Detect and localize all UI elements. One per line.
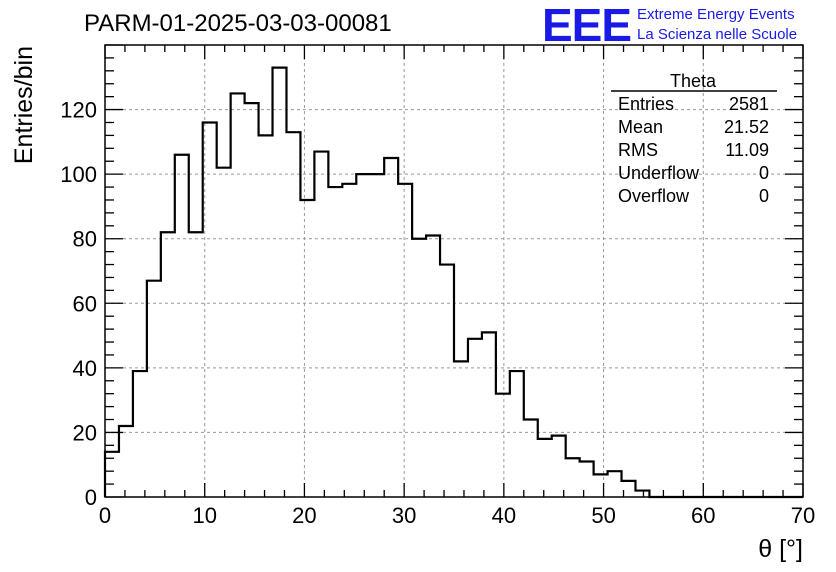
stats-label: Mean: [618, 117, 663, 137]
stats-rows: Entries 2581 Mean 21.52 RMS 11.09 Underflow 0 Ov…: [618, 94, 769, 206]
y-tick-label: 0: [85, 485, 97, 510]
histogram-series: [103, 66, 803, 499]
x-tick-label: 50: [591, 503, 615, 528]
grid-lines: [105, 45, 803, 497]
stats-value: 2581: [729, 94, 769, 114]
stats-value: 11.09: [725, 140, 769, 160]
stats-label: RMS: [618, 140, 658, 160]
x-tick-label: 30: [392, 503, 416, 528]
stats-label: Entries: [618, 94, 674, 114]
x-axis-label: θ [°]: [758, 535, 803, 563]
x-tick-label: 60: [691, 503, 715, 528]
stats-label: Underflow: [618, 163, 700, 183]
logo-line-1: Extreme Energy Events: [637, 6, 795, 23]
y-tick-label: 40: [73, 356, 97, 381]
logo-mark: EEE: [542, 0, 631, 51]
y-axis-label: Entries/bin: [10, 46, 38, 164]
x-tick-label: 0: [99, 503, 111, 528]
y-tick-label: 60: [73, 291, 97, 316]
y-tick-label: 120: [60, 98, 97, 123]
x-tick-label: 70: [791, 503, 815, 528]
stats-title: Theta: [670, 71, 717, 91]
y-tick-label: 80: [73, 227, 97, 252]
stats-value: 21.52: [724, 117, 769, 137]
logo: EEE Extreme Energy Events La Scienza nel…: [542, 0, 797, 51]
x-tick-label: 10: [192, 503, 216, 528]
stats-box: Theta Entries 2581 Mean 21.52 RMS 11.09 Underf…: [611, 71, 777, 206]
plot-frame: [104, 44, 804, 498]
x-tick-labels: 0 10 20 30 40 50 60 70: [99, 503, 815, 528]
y-tick-labels: 0 20 40 60 80 100 120: [60, 98, 97, 510]
stats-value: 0: [759, 186, 769, 206]
x-tick-label: 20: [292, 503, 316, 528]
axis-ticks: [104, 44, 804, 498]
y-tick-label: 20: [73, 420, 97, 445]
x-tick-label: 40: [492, 503, 516, 528]
stats-value: 0: [759, 163, 769, 183]
chart-title: PARM-01-2025-03-03-00081: [84, 10, 392, 37]
logo-line-2: La Scienza nelle Scuole: [637, 26, 797, 43]
stats-label: Overflow: [618, 186, 690, 206]
y-tick-label: 100: [60, 162, 97, 187]
